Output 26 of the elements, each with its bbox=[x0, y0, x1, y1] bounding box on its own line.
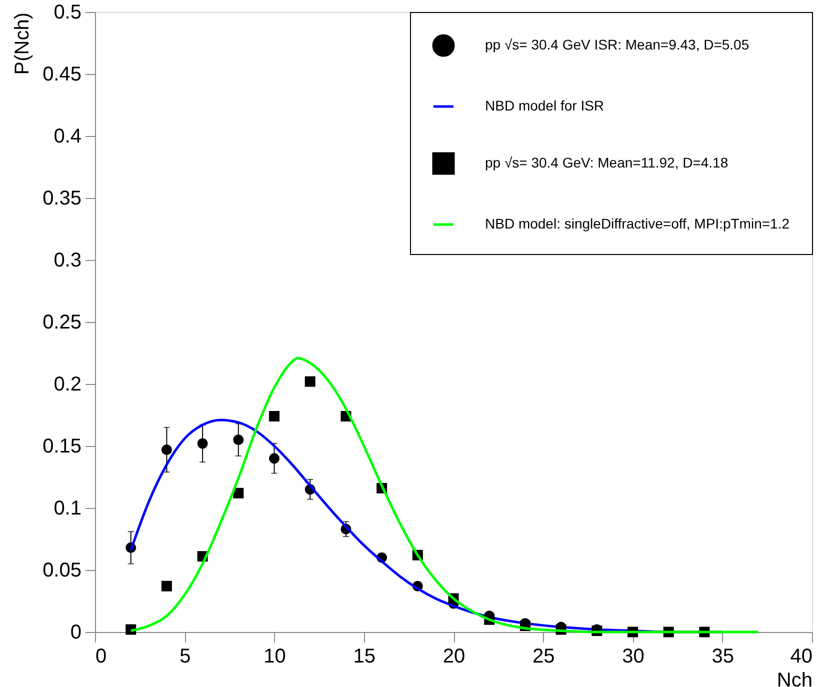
y-tick-label: 0.35 bbox=[42, 188, 82, 210]
y-tick-label: 0.25 bbox=[42, 312, 82, 334]
legend-label: NBD model: singleDiffractive=off, MPI:pTmin=1.2 bbox=[485, 216, 790, 232]
x-tick-label: 0 bbox=[96, 646, 107, 668]
y-tick-label: 0.2 bbox=[54, 374, 82, 396]
x-tick-label: 35 bbox=[712, 646, 734, 668]
y-tick-label: 0.05 bbox=[42, 560, 82, 582]
y-tick-label: 0.5 bbox=[54, 2, 82, 24]
y-tick-label: 0.4 bbox=[54, 126, 82, 148]
x-tick-label: 30 bbox=[622, 646, 644, 668]
x-tick-label: 15 bbox=[353, 646, 376, 668]
legend-label: pp √s= 30.4 GeV: Mean=11.92, D=4.18 bbox=[485, 154, 728, 170]
legend-label: pp √s= 30.4 GeV ISR: Mean=9.43, D=5.05 bbox=[485, 36, 750, 52]
y-tick-label: 0.1 bbox=[54, 498, 82, 520]
y-axis-title: P(Nch) bbox=[12, 12, 34, 75]
y-tick-label: 0 bbox=[70, 622, 82, 644]
x-tick-label: 40 bbox=[790, 646, 812, 668]
x-axis-title: Nch bbox=[776, 670, 812, 687]
y-tick-label: 0.3 bbox=[54, 250, 82, 272]
x-tick-label: 10 bbox=[264, 646, 286, 668]
legend-label: NBD model for ISR bbox=[485, 98, 604, 114]
x-tick-label: 5 bbox=[180, 646, 191, 668]
y-tick-label: 0.15 bbox=[42, 436, 82, 458]
x-tick-label: 20 bbox=[442, 646, 466, 668]
y-tick-label: 0.45 bbox=[42, 64, 82, 86]
x-tick-label: 25 bbox=[532, 646, 555, 668]
